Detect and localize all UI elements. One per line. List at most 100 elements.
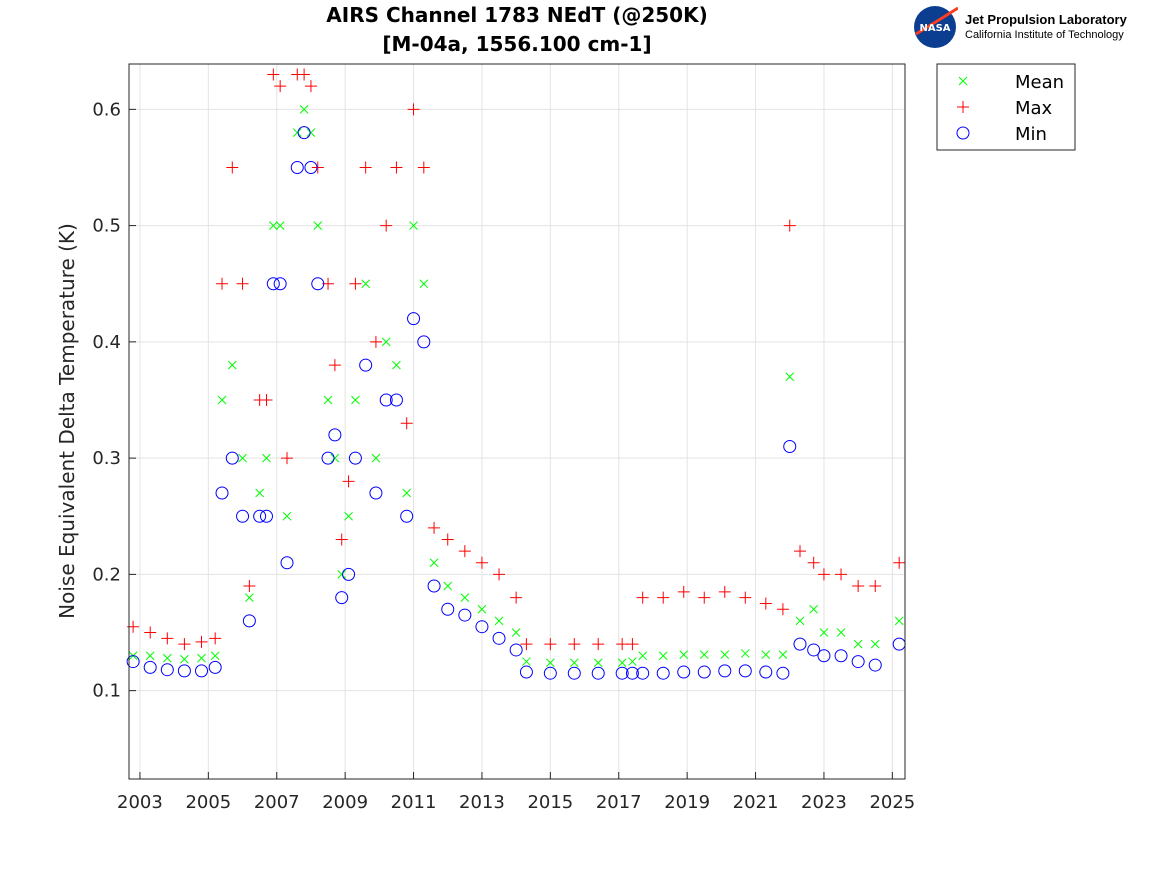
max-point bbox=[493, 568, 506, 581]
plus-marker-stroke bbox=[794, 545, 807, 558]
circle-marker-stroke bbox=[273, 277, 287, 291]
mean-point bbox=[392, 360, 401, 370]
min-point bbox=[851, 655, 865, 669]
mean-point bbox=[785, 372, 795, 382]
plus-marker-stroke bbox=[626, 638, 639, 651]
mean-point bbox=[306, 128, 316, 137]
x-marker-stroke bbox=[795, 616, 805, 626]
mean-point bbox=[245, 593, 254, 602]
x-marker-stroke bbox=[785, 372, 795, 382]
x-marker-stroke bbox=[894, 616, 904, 626]
mean-point bbox=[460, 593, 470, 602]
x-marker-stroke bbox=[740, 649, 750, 658]
min-point bbox=[817, 649, 831, 663]
plus-marker-stroke bbox=[400, 417, 413, 430]
min-point bbox=[236, 509, 250, 523]
plus-marker-stroke bbox=[359, 161, 372, 174]
x-tick-label: 2003 bbox=[117, 792, 163, 813]
plus-marker-stroke bbox=[520, 638, 533, 651]
plus-marker-stroke bbox=[380, 219, 393, 232]
min-point bbox=[591, 666, 605, 680]
mean-point bbox=[569, 658, 579, 668]
plus-marker-stroke bbox=[407, 103, 420, 116]
max-point bbox=[390, 161, 403, 174]
x-marker-stroke bbox=[419, 279, 429, 289]
max-point bbox=[281, 452, 294, 465]
x-marker-stroke bbox=[720, 650, 730, 659]
plus-marker-stroke bbox=[298, 68, 311, 81]
max-point bbox=[893, 556, 906, 569]
mean-point bbox=[227, 360, 237, 370]
y-tick-label: 0.6 bbox=[92, 99, 121, 120]
mean-point bbox=[292, 128, 302, 137]
mean-point bbox=[699, 650, 709, 659]
x-marker-stroke bbox=[245, 593, 254, 602]
x-marker-stroke bbox=[853, 639, 863, 649]
circle-marker-stroke bbox=[427, 579, 441, 593]
max-point bbox=[759, 597, 772, 610]
mean-point bbox=[323, 395, 333, 405]
min-point bbox=[273, 277, 287, 291]
x-marker-stroke bbox=[197, 653, 206, 663]
plus-marker-stroke bbox=[428, 521, 441, 534]
x-marker-stroke bbox=[162, 653, 172, 663]
plus-marker-stroke bbox=[807, 556, 820, 569]
circle-marker-stroke bbox=[543, 666, 557, 680]
min-point bbox=[379, 393, 393, 407]
x-marker-stroke bbox=[460, 593, 470, 602]
max-point bbox=[178, 638, 191, 651]
mean-point bbox=[162, 653, 172, 663]
max-point bbox=[568, 638, 581, 651]
mean-point bbox=[522, 657, 531, 666]
plus-marker-stroke bbox=[243, 580, 256, 593]
circle-marker-stroke bbox=[335, 591, 349, 605]
plus-marker-stroke bbox=[544, 638, 557, 651]
circle-marker-stroke bbox=[348, 451, 362, 465]
x-tick-label: 2013 bbox=[459, 792, 505, 813]
circle-marker-stroke bbox=[759, 665, 773, 679]
circle-marker-stroke bbox=[591, 666, 605, 680]
max-point bbox=[236, 277, 249, 290]
mean-point bbox=[593, 658, 603, 668]
min-point bbox=[321, 451, 335, 465]
max-point bbox=[369, 335, 382, 348]
max-point bbox=[216, 277, 229, 290]
max-point bbox=[407, 103, 420, 116]
data-marks bbox=[126, 68, 906, 680]
nasa-logo-text: NASA bbox=[919, 23, 950, 34]
max-point bbox=[636, 591, 649, 604]
mean-point bbox=[313, 221, 323, 230]
mean-point bbox=[658, 651, 668, 661]
max-point bbox=[274, 80, 287, 93]
mean-point bbox=[809, 604, 819, 614]
max-point bbox=[852, 580, 865, 593]
x-marker-stroke bbox=[227, 360, 237, 370]
y-tick-label: 0.5 bbox=[92, 216, 121, 237]
plus-marker-stroke bbox=[776, 603, 789, 616]
y-tick-label: 0.3 bbox=[92, 448, 121, 469]
max-point bbox=[359, 161, 372, 174]
mean-point bbox=[299, 104, 309, 114]
x-tick-label: 2017 bbox=[596, 792, 642, 813]
plus-marker-stroke bbox=[869, 580, 882, 593]
plus-marker-stroke bbox=[267, 68, 280, 81]
max-point bbox=[428, 521, 441, 534]
circle-marker-stroke bbox=[304, 160, 318, 174]
min-point bbox=[208, 660, 222, 674]
plus-marker-stroke bbox=[209, 632, 222, 645]
min-point bbox=[441, 602, 455, 616]
min-point bbox=[509, 643, 523, 657]
min-point bbox=[697, 665, 711, 679]
series-mean bbox=[128, 104, 904, 668]
min-point bbox=[407, 312, 421, 326]
min-point bbox=[492, 631, 506, 645]
plus-marker-stroke bbox=[893, 556, 906, 569]
min-point bbox=[519, 665, 533, 679]
max-point bbox=[869, 580, 882, 593]
plus-marker-stroke bbox=[328, 359, 341, 372]
circle-marker-stroke bbox=[417, 335, 431, 349]
x-marker-stroke bbox=[593, 658, 603, 668]
x-marker-stroke bbox=[180, 654, 189, 664]
min-point bbox=[834, 649, 848, 663]
mean-point bbox=[351, 395, 360, 405]
